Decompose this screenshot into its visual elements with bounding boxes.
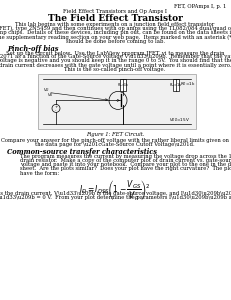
Text: $V_G$: $V_G$: [47, 92, 53, 99]
Bar: [120, 79, 126, 91]
Text: have the form:: have the form:: [20, 171, 59, 176]
Bar: [38, 74, 196, 129]
Text: where I\u2071 is the drain current, V\u1d33\u209b is the gate-source voltage, an: where I\u2071 is the drain current, V\u1…: [0, 191, 231, 196]
Text: should be done before coming to lab.: should be done before coming to lab.: [66, 39, 164, 44]
Text: $V_G$: $V_G$: [43, 87, 50, 94]
Text: the data page for \u201cGate-Source Cutoff Voltage\u201d.: the data page for \u201cGate-Source Cuto…: [35, 142, 195, 147]
Text: $V_{DD}$=15V: $V_{DD}$=15V: [169, 116, 190, 124]
Text: voltage is negative and you should keep it in the range 0 to 5V.  You should fin: voltage is negative and you should keep …: [0, 58, 231, 63]
Text: current I\u2071 as a function of the Gate-Source voltage V\u1d33\u209b.  Remembe: current I\u2071 as a function of the Gat…: [0, 54, 231, 59]
Text: amp chips.  Details of these devices, including pin out, can be found on the dat: amp chips. Details of these devices, inc…: [0, 30, 231, 35]
Text: Set up the circuit below.  Use the LabView program JFET_vi to measure the drain: Set up the circuit below. Use the LabVie…: [6, 50, 224, 56]
Text: (JFET), type 2N5459 and then continues with op amps using the TL082/084 dual/qua: (JFET), type 2N5459 and then continues w…: [0, 26, 231, 32]
Text: $I_D = I_{DSS}\!\left(1-\dfrac{V_{GS}}{V_p}\right)^{\!2}$: $I_D = I_{DSS}\!\left(1-\dfrac{V_{GS}}{V…: [79, 179, 151, 203]
Text: $R_D$=1k: $R_D$=1k: [117, 81, 129, 89]
Text: drain current decreases with the gate voltage until a point where it is essentia: drain current decreases with the gate vo…: [0, 63, 231, 68]
Text: voltage and paste it into your notebook.  Compare your plot to the one in the da: voltage and paste it into your notebook.…: [20, 162, 231, 167]
Text: This lab begins with some experiments on a junction field effect transistor: This lab begins with some experiments on…: [15, 22, 215, 27]
Bar: [173, 79, 179, 91]
Text: sheet.  Are the plots similar?  Does your plot have the right curvature?  The pl: sheet. Are the plots similar? Does your …: [20, 167, 231, 172]
Text: Compare your answer for the pinch-off voltage with the rather liberal limits giv: Compare your answer for the pinch-off vo…: [1, 138, 229, 143]
Text: FET, OPAmps I, p. 1: FET, OPAmps I, p. 1: [174, 4, 226, 9]
Text: $R_D$=1k: $R_D$=1k: [169, 81, 183, 89]
Text: Figure 1: FET Circuit.: Figure 1: FET Circuit.: [86, 132, 144, 137]
Text: The program measures the current by measuring the voltage drop across the 1k\u03: The program measures the current by meas…: [20, 154, 231, 159]
Text: $R_D$=1k: $R_D$=1k: [180, 80, 196, 88]
Text: The Field Effect Transistor: The Field Effect Transistor: [48, 14, 182, 23]
Text: Common-source transfer characteristics: Common-source transfer characteristics: [7, 148, 157, 156]
Text: -: -: [55, 108, 57, 112]
Text: the supplementary reading section on your web page.  Items marked with an asteri: the supplementary reading section on you…: [0, 34, 231, 40]
Text: current at V\u1d33\u209b = 0 V.  From your plot determine the parameters I\u1d30: current at V\u1d33\u209b = 0 V. From you…: [0, 195, 231, 200]
Text: Field Effect Transistors and Op Amps I: Field Effect Transistors and Op Amps I: [63, 9, 167, 14]
Text: This is the so-called pinch-off voltage.: This is the so-called pinch-off voltage.: [64, 67, 166, 72]
Text: +: +: [54, 105, 58, 109]
Text: drain resistor.  Make a copy of the computer plot of drain current vs. gate-sour: drain resistor. Make a copy of the compu…: [20, 158, 231, 163]
Text: Pinch-off bias: Pinch-off bias: [7, 45, 58, 53]
